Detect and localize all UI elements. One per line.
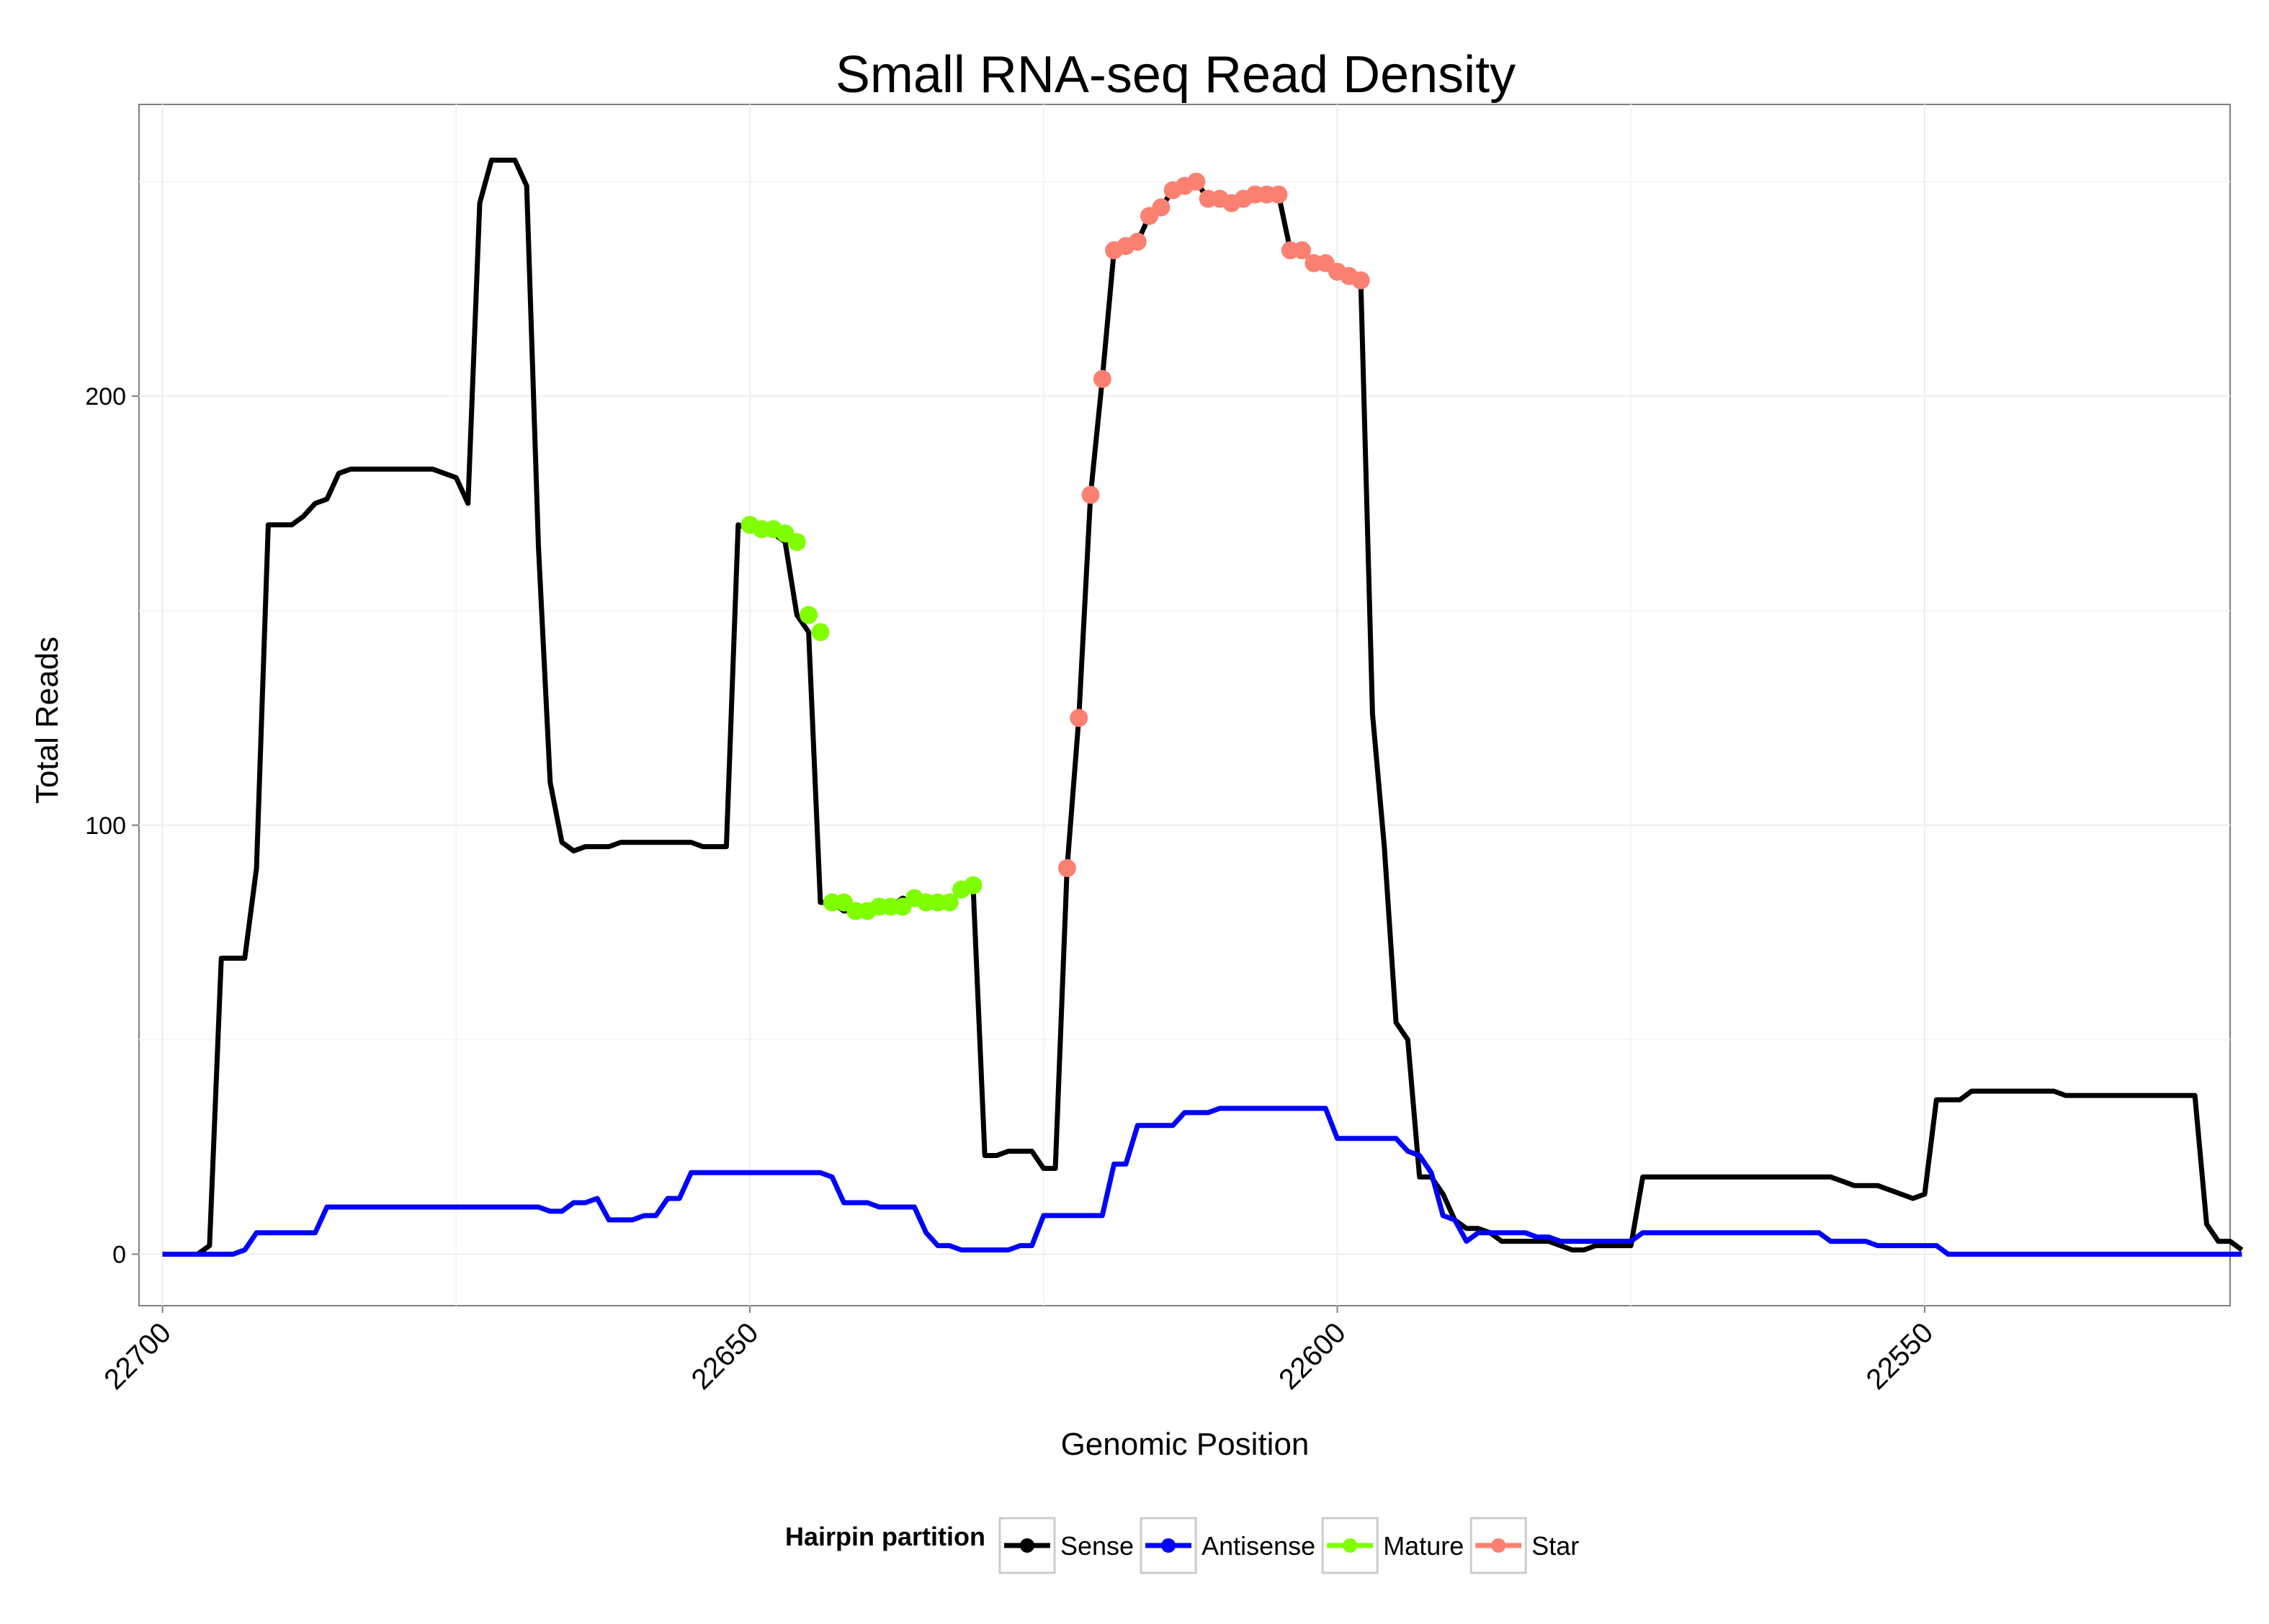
- x-tick-label: 22650: [686, 1316, 765, 1396]
- legend-label-antisense: Antisense: [1201, 1531, 1315, 1561]
- data-point-star: [1128, 233, 1147, 251]
- x-tick-label: 22600: [1273, 1316, 1352, 1396]
- data-point-star: [1152, 198, 1171, 217]
- x-axis: 22700 22650 22600 22550: [98, 1306, 1939, 1396]
- data-point-mature: [940, 893, 959, 912]
- y-tick-label: 100: [85, 812, 126, 840]
- y-tick-label: 200: [85, 383, 126, 411]
- legend-key-dot-antisense: [1161, 1538, 1176, 1553]
- y-tick-label: 0: [112, 1242, 126, 1269]
- legend-label-mature: Mature: [1383, 1531, 1464, 1561]
- data-point-star: [1269, 185, 1288, 204]
- legend-key-dot-star: [1491, 1538, 1506, 1553]
- data-point-star: [1187, 172, 1206, 191]
- legend-label-star: Star: [1531, 1531, 1579, 1561]
- series-line-antisense: [162, 1105, 2242, 1257]
- chart-title: Small RNA-seq Read Density: [836, 46, 1516, 104]
- data-point-mature: [800, 606, 818, 624]
- data-point-star: [1057, 858, 1076, 877]
- data-point-mature: [964, 876, 983, 894]
- data-point-star: [1351, 271, 1370, 290]
- y-axis-label: Total Reads: [30, 637, 65, 804]
- data-point-mature: [787, 533, 806, 552]
- x-tick-label: 22700: [98, 1316, 177, 1396]
- data-point-star: [1070, 709, 1088, 727]
- y-axis: 0 100 200: [85, 383, 139, 1269]
- legend-label-sense: Sense: [1060, 1531, 1134, 1561]
- data-point-star: [1081, 485, 1100, 504]
- data-point-star: [1093, 369, 1111, 388]
- x-axis-label: Genomic Position: [1061, 1427, 1310, 1462]
- legend-key-dot-sense: [1020, 1538, 1034, 1553]
- data-point-mature: [811, 623, 830, 642]
- plot-panel: [138, 104, 2231, 1306]
- legend-title: Hairpin partition: [785, 1522, 985, 1551]
- legend-key-dot-mature: [1343, 1538, 1358, 1553]
- data-point-star: [1293, 241, 1312, 260]
- x-tick-label: 22550: [1861, 1316, 1940, 1396]
- series-layer: [162, 157, 2244, 1257]
- legend: Hairpin partition Sense Antisense Mature St…: [785, 1517, 1579, 1574]
